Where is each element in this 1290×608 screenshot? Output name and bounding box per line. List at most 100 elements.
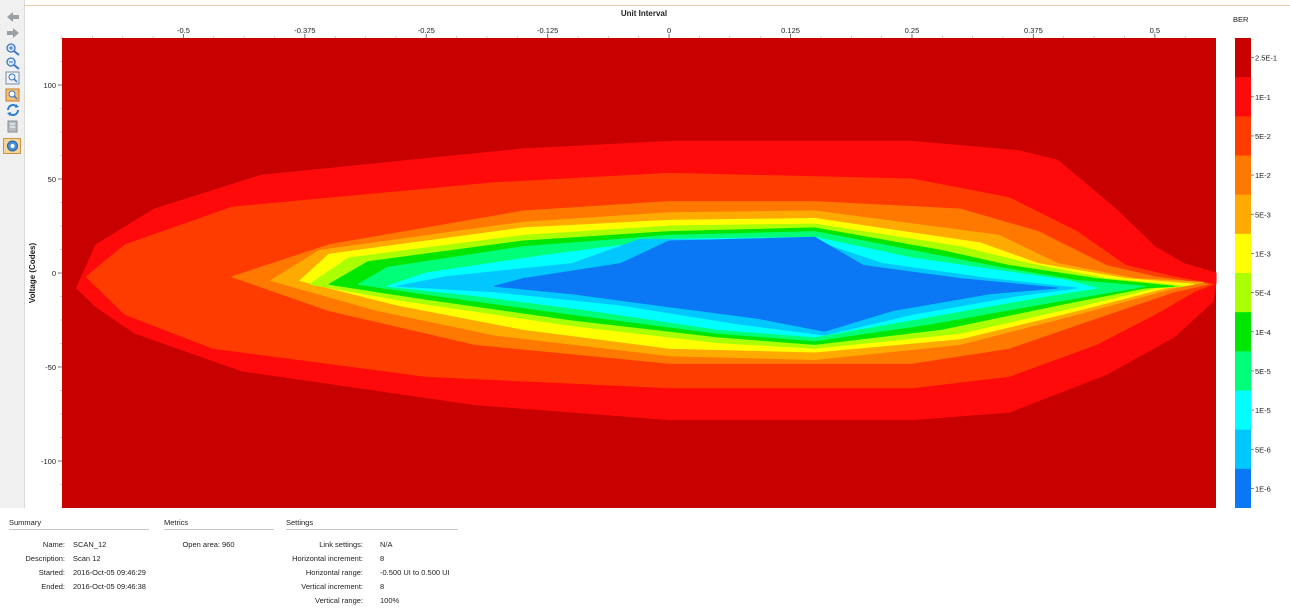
divider xyxy=(24,5,1290,6)
info-value: N/A xyxy=(380,540,393,549)
info-row: Link settings: N/A xyxy=(286,538,458,552)
info-value: 2016-Oct-05 09:46:38 xyxy=(73,582,146,591)
info-key: Started: xyxy=(38,568,65,577)
zoom-in-button[interactable] xyxy=(4,42,20,56)
legend-swatch xyxy=(1235,38,1251,78)
legend-swatch xyxy=(1235,233,1251,274)
x-tick-label: -0.125 xyxy=(537,26,558,35)
info-row: Vertical range: 100% xyxy=(286,594,458,608)
info-row: Ended: 2016-Oct-05 09:46:38 xyxy=(9,580,149,594)
metrics-panel: Metrics Open area: 960 xyxy=(164,518,274,552)
zoom-out-icon xyxy=(5,56,20,70)
legend-label: 1E-1 xyxy=(1255,93,1271,102)
legend-title: BER xyxy=(1233,15,1249,24)
eye-scan-chart: Unit Interval -0.5 -0.375 -0.25 -0.125 0 0.125… xyxy=(24,0,1290,508)
legend-swatch xyxy=(1235,116,1251,156)
info-row: Description: Scan 12 xyxy=(9,552,149,566)
info-row: Horizontal range: -0.500 UI to 0.500 UI xyxy=(286,566,458,580)
legend-swatch xyxy=(1235,468,1251,508)
export-button[interactable] xyxy=(4,119,20,133)
y-tick-label: -50 xyxy=(45,363,56,372)
back-arrow-button[interactable] xyxy=(4,10,20,24)
legend-swatch xyxy=(1235,273,1251,313)
zoom-out-button[interactable] xyxy=(4,56,20,70)
left-toolbar xyxy=(0,0,25,508)
legend-label: 5E-2 xyxy=(1255,132,1271,141)
info-row: Open area: 960 xyxy=(164,538,274,552)
y-tick-label: 100 xyxy=(43,81,56,90)
info-value: -0.500 UI to 0.500 UI xyxy=(380,568,450,577)
forward-arrow-button[interactable] xyxy=(4,26,20,40)
legend-swatch xyxy=(1235,155,1251,196)
legend-label: 2.5E-1 xyxy=(1255,54,1277,63)
legend-label: 1E-4 xyxy=(1255,328,1271,337)
summary-title: Summary xyxy=(9,518,149,530)
info-value: 100% xyxy=(380,596,400,605)
settings-icon xyxy=(5,139,20,153)
settings-rows: Link settings: N/A Horizontal increment: 8 H… xyxy=(286,538,458,608)
legend-label: 1E-3 xyxy=(1255,249,1271,258)
legend-swatch xyxy=(1235,351,1251,391)
x-tick-label: -0.5 xyxy=(177,26,190,35)
x-axis-title: Unit Interval xyxy=(621,9,667,18)
settings-button[interactable] xyxy=(3,138,21,154)
x-tick-label: 0 xyxy=(667,26,671,35)
legend-label: 1E-6 xyxy=(1255,484,1271,493)
info-row: Name: SCAN_12 xyxy=(9,538,149,552)
zoom-in-icon xyxy=(5,42,20,56)
info-key: Vertical range: xyxy=(315,596,363,605)
info-key: Vertical increment: xyxy=(301,582,363,591)
info-value: 8 xyxy=(380,554,385,563)
x-tick-label: 0.125 xyxy=(781,26,800,35)
settings-panel: Settings Link settings: N/A Horizontal inc… xyxy=(286,518,458,608)
x-tick-label: 0.25 xyxy=(905,26,920,35)
info-key: Horizontal range: xyxy=(305,568,363,577)
refresh-icon xyxy=(5,103,20,117)
legend-swatch xyxy=(1235,194,1251,235)
legend-label: 5E-5 xyxy=(1255,367,1271,376)
legend-label: 5E-6 xyxy=(1255,445,1271,454)
info-value: SCAN_12 xyxy=(73,540,107,549)
forward-arrow-icon xyxy=(5,26,20,40)
info-value: Scan 12 xyxy=(73,554,101,563)
info-panel: Summary Name: SCAN_12 Description: Scan 12 S… xyxy=(0,508,1290,608)
info-value: 2016-Oct-05 09:46:29 xyxy=(73,568,146,577)
info-key: Link settings: xyxy=(319,540,363,549)
legend-label: 1E-5 xyxy=(1255,406,1271,415)
info-key: Horizontal increment: xyxy=(292,554,363,563)
refresh-button[interactable] xyxy=(4,103,20,117)
legend-label: 1E-2 xyxy=(1255,171,1271,180)
y-tick-label: -100 xyxy=(41,457,56,466)
metrics-title: Metrics xyxy=(164,518,274,530)
y-tick-label: 50 xyxy=(48,175,56,184)
contour-1e-6 xyxy=(493,236,1059,332)
legend-swatch xyxy=(1235,312,1251,352)
zoom-fit-icon xyxy=(5,71,20,85)
info-key: Ended: xyxy=(41,582,65,591)
zoom-box-button[interactable] xyxy=(4,88,20,102)
metrics-rows: Open area: 960 xyxy=(164,538,274,552)
y-axis-title: Voltage (Codes) xyxy=(28,243,37,304)
x-tick-label: -0.375 xyxy=(294,26,315,35)
zoom-fit-button[interactable] xyxy=(4,71,20,85)
info-key: Open area: xyxy=(182,540,220,549)
legend-swatch xyxy=(1235,77,1251,117)
info-value: 960 xyxy=(222,540,235,549)
chart-svg: Unit Interval -0.5 -0.375 -0.25 -0.125 0 0.125… xyxy=(28,9,1277,508)
info-row: Started: 2016-Oct-05 09:46:29 xyxy=(9,566,149,580)
settings-title: Settings xyxy=(286,518,458,530)
legend-swatch xyxy=(1235,390,1251,431)
summary-rows: Name: SCAN_12 Description: Scan 12 Started: 2… xyxy=(9,538,149,594)
info-row: Vertical increment: 8 xyxy=(286,580,458,594)
y-tick-label: 0 xyxy=(52,269,56,278)
x-tick-label: 0.5 xyxy=(1150,26,1160,35)
legend-label: 5E-3 xyxy=(1255,210,1271,219)
back-arrow-icon xyxy=(5,10,20,24)
info-row: Horizontal increment: 8 xyxy=(286,552,458,566)
zoom-box-icon xyxy=(5,88,20,102)
export-icon xyxy=(5,119,20,133)
info-value: 8 xyxy=(380,582,385,591)
legend-label: 5E-4 xyxy=(1255,289,1271,298)
legend-swatch xyxy=(1235,429,1251,470)
info-key: Name: xyxy=(42,540,65,549)
